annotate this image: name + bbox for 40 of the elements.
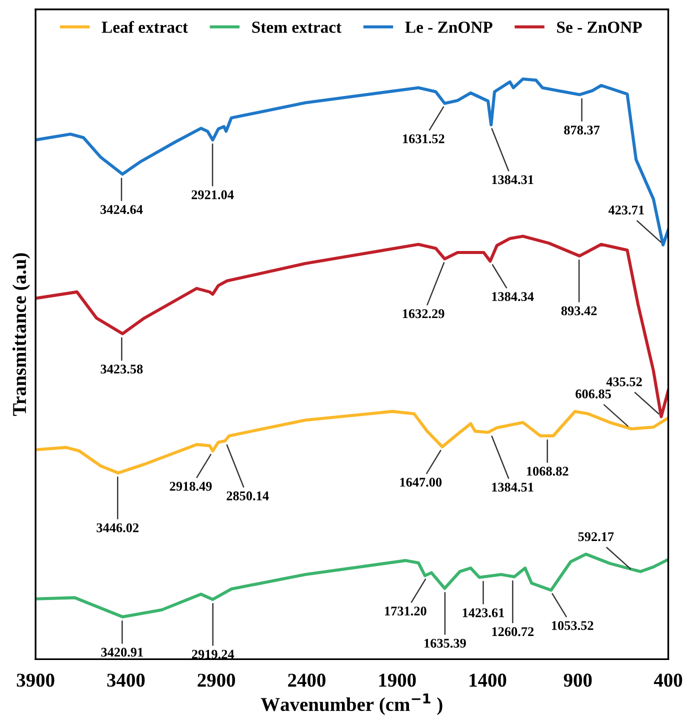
x-tick-label: 1900 xyxy=(379,674,416,687)
annotation: 1647.00 xyxy=(400,478,442,487)
legend-label: Le - ZnONP xyxy=(405,22,492,33)
legend-label: Leaf extract xyxy=(102,20,188,33)
annotation: 3420.91 xyxy=(101,648,143,657)
annotation: 435.52 xyxy=(606,377,642,386)
x-tick-label: 3400 xyxy=(107,674,145,687)
annotation: 878.37 xyxy=(564,126,600,135)
x-tick-label: 2900 xyxy=(198,674,236,687)
annotation: 2918.49 xyxy=(170,482,212,491)
annotation: 592.17 xyxy=(578,532,614,542)
annotation: 1384.31 xyxy=(492,175,534,184)
x-tick-label: 900 xyxy=(564,674,592,687)
x-tick-label: 2400 xyxy=(288,674,326,687)
annotation: 1068.82 xyxy=(526,466,568,476)
x-tick-label: 400 xyxy=(654,674,682,687)
x-tick-label: 1400 xyxy=(470,674,506,687)
annotation: 1423.61 xyxy=(462,608,504,618)
annotation: 3424.64 xyxy=(100,205,143,214)
x-tick-label: 3900 xyxy=(16,674,54,687)
annotation: 1384.34 xyxy=(492,292,534,302)
annotation: 3446.02 xyxy=(96,523,139,532)
annotation: 893.42 xyxy=(561,306,597,316)
annotation: 1384.51 xyxy=(492,482,534,492)
annotation: 3423.58 xyxy=(100,364,143,374)
annotation: 1632.29 xyxy=(402,309,444,318)
annotation: 423.71 xyxy=(608,206,644,215)
annotation: 1053.52 xyxy=(552,621,594,630)
annotation: 1260.72 xyxy=(492,627,534,636)
annotation: 1635.39 xyxy=(424,638,466,648)
legend-label: Se - ZnONP xyxy=(557,22,642,33)
annotation: 2850.14 xyxy=(226,491,269,500)
legend-label: Stem extract xyxy=(252,22,342,33)
annotation: 1731.20 xyxy=(385,606,426,616)
y-axis-title: Transmittance (a.u) xyxy=(12,253,30,416)
x-axis-title: Wavenumber (cm$^{−1}$ ) xyxy=(260,693,442,715)
annotation: 1631.52 xyxy=(403,134,444,144)
annotation: 2921.04 xyxy=(192,190,234,200)
annotation: 606.85 xyxy=(576,389,611,398)
annotation: 2919.24 xyxy=(192,650,234,659)
